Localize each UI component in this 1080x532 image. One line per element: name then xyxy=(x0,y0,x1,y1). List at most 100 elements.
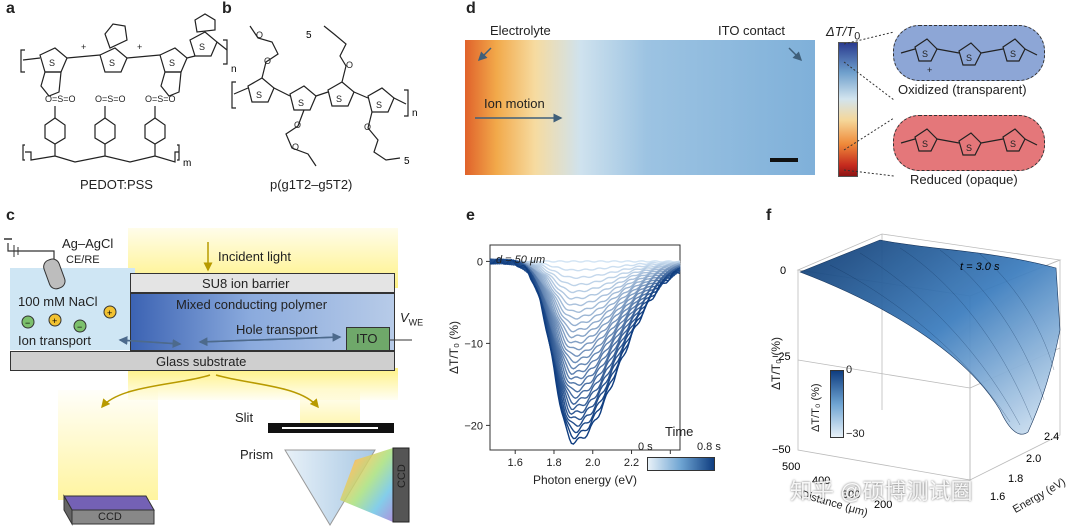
x-axis-label: Photon energy (eV) xyxy=(533,473,637,487)
svg-text:+: + xyxy=(81,42,86,52)
ion-transport-label: Ion transport xyxy=(18,333,91,348)
svg-text:1.8: 1.8 xyxy=(1008,473,1023,485)
svg-text:2.0: 2.0 xyxy=(1026,453,1041,465)
svg-text:S: S xyxy=(966,143,972,153)
reduced-label: Reduced (opaque) xyxy=(910,172,1018,187)
svg-text:O=S=O: O=S=O xyxy=(95,94,126,104)
svg-text:S: S xyxy=(922,139,928,149)
svg-text:S: S xyxy=(199,42,205,52)
svg-text:2.4: 2.4 xyxy=(1044,431,1059,443)
colorbar-leaders xyxy=(843,31,895,177)
plot-frame xyxy=(489,244,681,451)
pedot-caption: PEDOT:PSS xyxy=(80,177,153,192)
incident-light-label: Incident light xyxy=(218,249,291,264)
svg-text:n: n xyxy=(412,108,418,119)
panel-label-b: b xyxy=(222,0,232,17)
d-thickness-label: d = 50 μm xyxy=(496,254,546,266)
svg-text:S: S xyxy=(49,58,55,68)
oxidized-label: Oxidized (transparent) xyxy=(898,82,1027,97)
ion-motion-image xyxy=(465,40,815,175)
time-min-label: 0 s xyxy=(638,441,653,453)
colorbar-title-d: ΔT/T0 xyxy=(826,24,861,43)
su8-barrier xyxy=(130,273,395,293)
svg-text:+: + xyxy=(107,308,112,318)
svg-text:O: O xyxy=(346,60,353,70)
f-colorbar-max: 0 xyxy=(846,364,853,376)
svg-text:200: 200 xyxy=(874,499,892,511)
f-colorbar xyxy=(830,370,844,438)
su8-label: SU8 ion barrier xyxy=(202,276,290,291)
pedot-pss-structure: S S S S O=S=O O=S=O O=S=O + + n m xyxy=(20,13,237,169)
f-zlabel: ΔT/T₀ (%) xyxy=(769,337,783,390)
svg-text:+: + xyxy=(927,65,932,75)
slit-opening xyxy=(282,427,378,429)
svg-text:O: O xyxy=(364,122,371,132)
svg-text:S: S xyxy=(1010,139,1016,149)
electrolyte-label: Electrolyte xyxy=(490,23,551,38)
svg-text:5: 5 xyxy=(306,30,312,41)
colorbar-d xyxy=(838,42,858,177)
ito-label: ITO xyxy=(356,331,378,346)
svg-text:S: S xyxy=(336,94,342,104)
glass-label: Glass substrate xyxy=(156,354,247,369)
ccd-label-left: CCD xyxy=(98,511,122,523)
panel-label-f: f xyxy=(766,207,772,224)
svg-text:−: − xyxy=(77,322,82,332)
electrode-sublabel: CE/RE xyxy=(66,254,100,266)
svg-text:O: O xyxy=(264,56,271,66)
pg1t2-g5t2-structure: S S S S O O O O O O n 5 5 xyxy=(231,25,418,167)
time-title: Time xyxy=(665,424,694,439)
svg-text:S: S xyxy=(109,58,115,68)
ccd-detector-left xyxy=(63,494,155,526)
prism-label: Prism xyxy=(240,447,274,462)
vwe-label: VWE xyxy=(400,310,424,328)
svg-text:300: 300 xyxy=(842,489,860,501)
spectrum-curve xyxy=(489,258,681,440)
ion-motion-label: Ion motion xyxy=(484,96,545,111)
d-arrows xyxy=(475,47,803,162)
x-tick-label: 1.8 xyxy=(546,457,561,469)
ccd-light-glow xyxy=(58,390,158,500)
pg1t2-caption: p(g1T2–g5T2) xyxy=(270,177,353,192)
polymer-label: Mixed conducting polymer xyxy=(176,297,328,312)
svg-text:S: S xyxy=(922,49,928,59)
svg-text:500: 500 xyxy=(782,461,800,473)
prism-diagram xyxy=(284,447,410,526)
svg-text:S: S xyxy=(169,58,175,68)
svg-text:+: + xyxy=(52,316,57,326)
y-axis-label: ΔT/T₀ (%) xyxy=(447,321,461,374)
f-colorbar-title: ΔT/T₀ (%) xyxy=(810,383,822,432)
time-colorbar xyxy=(647,457,715,471)
panel-label-c: c xyxy=(6,207,15,224)
svg-text:O: O xyxy=(256,30,263,40)
svg-text:S: S xyxy=(1010,49,1016,59)
time-max-label: 0.8 s xyxy=(697,441,721,453)
glass-substrate xyxy=(10,351,395,371)
y-tick-label: −20 xyxy=(464,420,483,432)
svg-text:t = 3.0 s: t = 3.0 s xyxy=(960,261,1000,273)
x-tick-label: 1.6 xyxy=(508,457,523,469)
spectrum-curve xyxy=(489,258,681,445)
reduced-pill xyxy=(893,115,1045,171)
svg-text:S: S xyxy=(376,100,382,110)
svg-text:S: S xyxy=(966,53,972,63)
ito-block xyxy=(346,327,390,351)
x-tick-label: 2.2 xyxy=(624,457,639,469)
oxidized-pill xyxy=(893,25,1045,81)
panel-label-a: a xyxy=(6,0,15,17)
c-diagram-lines: − + − + xyxy=(4,238,412,409)
svg-text:0: 0 xyxy=(780,265,786,277)
svg-text:+: + xyxy=(137,42,142,52)
svg-text:O: O xyxy=(292,142,299,152)
svg-text:O: O xyxy=(294,120,301,130)
surface-plot: 0 −25 −50 500 400 300 200 1.6 1.8 2.0 2.… xyxy=(772,233,1062,511)
panel-label-d: d xyxy=(466,0,476,17)
spectrum-curve xyxy=(489,259,681,364)
svg-text:S: S xyxy=(256,90,262,100)
ccd-label-right: CCD xyxy=(396,464,408,488)
svg-text:5: 5 xyxy=(404,156,410,167)
svg-text:m: m xyxy=(183,158,191,169)
svg-text:−50: −50 xyxy=(772,444,791,456)
